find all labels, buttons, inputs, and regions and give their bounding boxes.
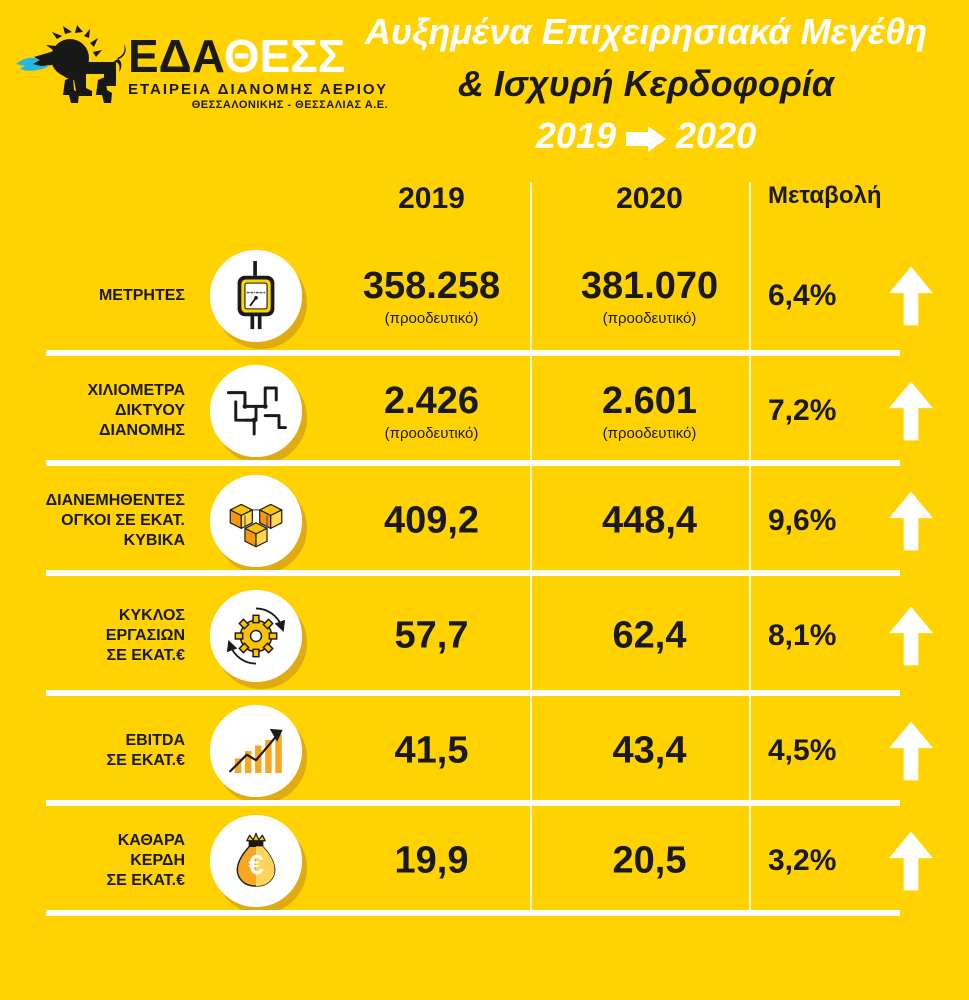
- svg-text:€: €: [248, 849, 263, 880]
